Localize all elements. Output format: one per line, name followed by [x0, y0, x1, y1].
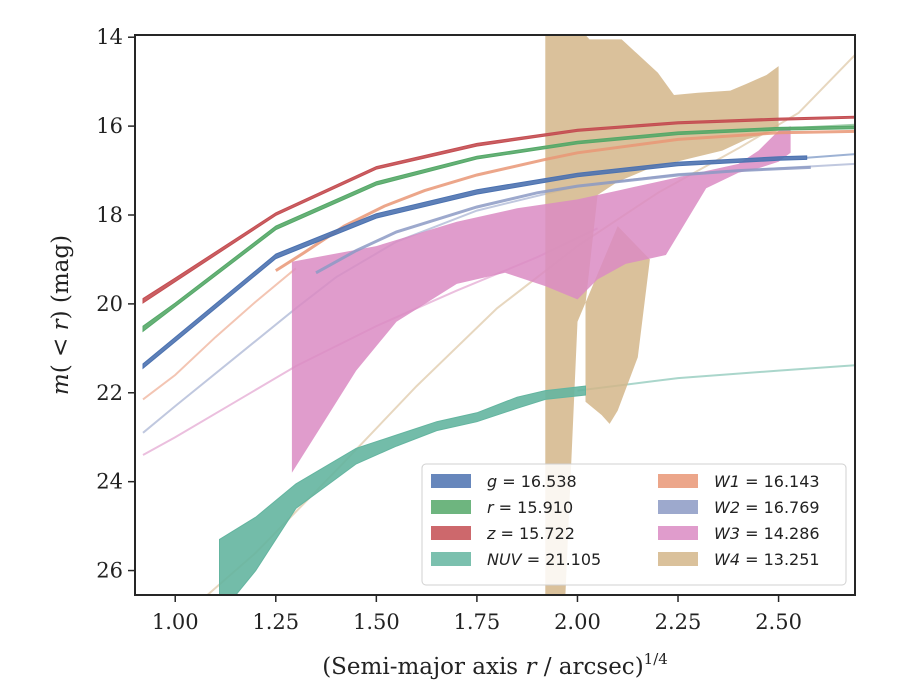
legend-swatch-w1 [658, 474, 698, 488]
legend-band-value: = 21.105 [522, 550, 602, 569]
y-axis-title-var-r: r [48, 317, 74, 330]
x-tick-label: 2.25 [655, 610, 702, 634]
plot-area [142, 35, 855, 595]
x-tick-label: 1.00 [152, 610, 199, 634]
x-axis-title-var: r [525, 654, 538, 680]
x-tick-label: 1.50 [353, 610, 400, 634]
series-r-band [142, 125, 855, 333]
legend-band-name: z [486, 524, 496, 543]
legend-band-name: W4 [714, 550, 740, 569]
legend-band-value: = 14.286 [740, 524, 820, 543]
y-axis-title-part: ( < [48, 330, 74, 373]
x-tick-label: 1.75 [454, 610, 501, 634]
legend-band-name: W2 [714, 498, 740, 517]
series-w4-region [545, 35, 779, 595]
legend-label-nuv: NUV = 21.105 [487, 550, 601, 569]
legend-swatch-w2 [658, 500, 698, 514]
legend-label-w2: W2 = 16.769 [714, 498, 820, 517]
y-axis-title-var-m: m [48, 373, 74, 395]
y-tick-label: 24 [96, 470, 123, 494]
legend-label-w3: W3 = 14.286 [714, 524, 820, 543]
legend-swatch-w4 [658, 552, 698, 566]
y-tick-label: 26 [96, 559, 123, 583]
y-tick-label: 20 [96, 292, 123, 316]
legend-swatch-r [431, 500, 471, 514]
legend-swatch-g [431, 474, 471, 488]
plot-frame [134, 34, 856, 596]
x-axis-title-exponent: 1/4 [644, 650, 668, 668]
legend-band-value: = 16.769 [740, 498, 820, 517]
series-w2-line [315, 165, 811, 275]
legend-band-name: NUV [487, 550, 523, 569]
legend-band-value: = 15.722 [495, 524, 575, 543]
y-axis-title-unit: ) (mag) [48, 235, 74, 319]
x-axis-title-part-1: (Semi-major axis [322, 654, 525, 680]
y-tick-label: 18 [96, 203, 123, 227]
y-tick-label: 22 [96, 381, 123, 405]
series-w3-region [291, 126, 791, 473]
legend-box [421, 463, 847, 586]
series-g-band [142, 155, 808, 370]
legend-band-name: g [487, 472, 497, 491]
axes: 1.00 1.25 1.50 1.75 2.00 2.25 2.50 14 16 18 20 22 24… [96, 25, 802, 634]
legend-band-value: = 16.538 [497, 472, 577, 491]
y-axis-title: m( < r) (mag) [48, 235, 74, 395]
series-z-band [142, 115, 855, 304]
legend-band-name: W1 [714, 472, 740, 491]
legend-swatch-nuv [431, 552, 471, 566]
y-tick-label: 14 [96, 25, 123, 49]
x-tick-label: 1.25 [252, 610, 299, 634]
x-axis-title-part-2: / arcsec) [536, 654, 643, 680]
y-tick-label: 16 [96, 114, 123, 138]
legend-band-name: r [487, 498, 495, 517]
legend-label-z: z = 15.722 [486, 524, 575, 543]
legend-label-g: g = 16.538 [487, 472, 577, 491]
x-axis-title: (Semi-major axis r / arcsec)1/4 [322, 650, 668, 680]
legend-band-value: = 16.143 [740, 472, 820, 491]
series-w1-faint-curve [142, 267, 297, 401]
series-nuv-band [219, 385, 586, 595]
legend-band-name: W3 [714, 524, 740, 543]
x-tick-label: 2.00 [554, 610, 601, 634]
series-nuv-faint-curve [577, 364, 855, 392]
legend-swatch-w3 [658, 526, 698, 540]
legend-band-value: = 15.910 [494, 498, 574, 517]
x-tick-label: 2.50 [755, 610, 802, 634]
legend-label-r: r = 15.910 [487, 498, 573, 517]
series-g-faint-curve [806, 153, 855, 159]
legend-label-w4: W4 = 13.251 [714, 550, 820, 569]
legend: g = 16.538 W1 = 16.143 r = 15.910 W2 = 16.7… [421, 463, 847, 586]
legend-band-value: = 13.251 [740, 550, 820, 569]
legend-label-w1: W1 = 16.143 [714, 472, 820, 491]
legend-swatch-z [431, 526, 471, 540]
